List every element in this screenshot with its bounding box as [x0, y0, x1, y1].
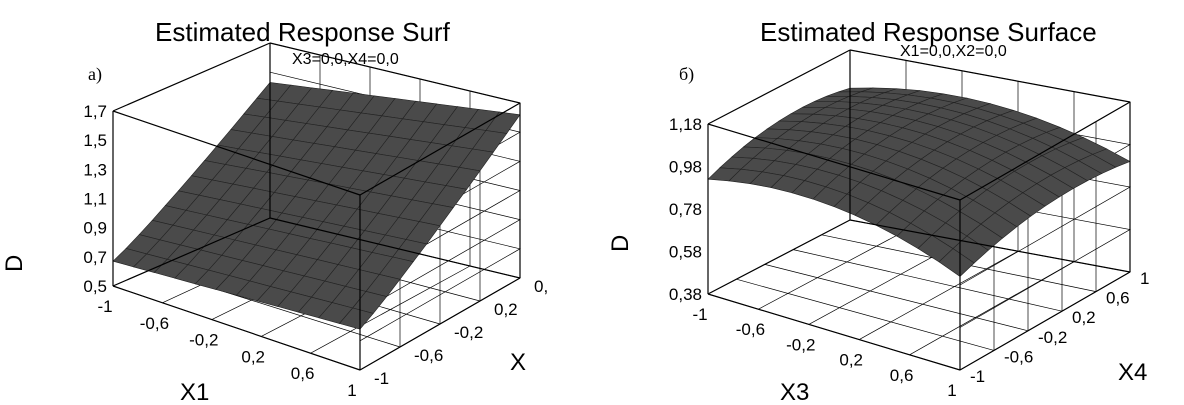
surface-b: [707, 87, 1131, 277]
ticks-a: -1 -0,6 -0,2 0,2 0,6 1 -1 -0,6 -0,2 0,2 0, 0,5 0,7 0,…: [83, 102, 548, 400]
gridline-floor-y: [793, 249, 1063, 312]
frame-edge: [707, 219, 851, 295]
x-tick-label-a: -1: [97, 297, 112, 316]
y-axis-label-a: X: [510, 349, 526, 376]
z-tick-label-a: 0,9: [83, 219, 107, 238]
y-tick-label-a: -0,6: [414, 346, 443, 365]
z-axis-label-a: D: [1, 255, 28, 272]
y-tick-label-a: -0,2: [454, 323, 483, 342]
y-tick-label-b: 0,6: [1106, 289, 1130, 308]
x-tick-label-a: 0,2: [241, 347, 265, 366]
x-tick-label-a: -0,6: [140, 314, 169, 333]
x-tick-label-b: -1: [692, 305, 707, 324]
z-tick-label-b: 0,58: [669, 243, 702, 262]
x-tick-label-b: 0,6: [890, 366, 914, 385]
chart-title-a: Estimated Response Surf: [155, 17, 451, 47]
z-tick-label-b: 1,18: [669, 115, 702, 134]
z-tick-label-a: 1,5: [83, 131, 107, 150]
frame-edge: [359, 102, 521, 196]
panel-a: Estimated Response Surf X3=0,0,X4=0,0 а)…: [1, 17, 548, 405]
frame-edge: [707, 49, 851, 125]
z-tick-label-b: 0,38: [669, 285, 702, 304]
chart-subtitle-b: X1=0,0,X2=0,0: [900, 43, 1007, 60]
gridline-floor-y: [736, 278, 995, 351]
gridline-floor-x: [909, 261, 1075, 356]
surface-a: [112, 82, 521, 330]
frame-edge: [112, 42, 271, 112]
frame-edge: [269, 42, 521, 104]
y-tick-label-a: 0,2: [494, 300, 518, 319]
frame-edge: [112, 217, 271, 287]
x-tick-label-a: 1: [347, 381, 356, 400]
frame-a: [112, 42, 521, 371]
surface-cell: [338, 307, 374, 330]
y-tick-label-b: 0,2: [1072, 308, 1096, 327]
frame-edge: [269, 217, 521, 279]
panel-label-a: а): [88, 64, 102, 85]
frame-edge: [112, 285, 361, 371]
z-tick-label-b: 0,78: [669, 200, 702, 219]
y-tick-label-b: -0,2: [1038, 328, 1067, 347]
gridline-floor-y: [764, 264, 1029, 332]
z-tick-label-a: 0,5: [83, 277, 107, 296]
frame-edge: [112, 110, 361, 196]
surface-cell: [938, 248, 975, 277]
frame-edge: [849, 219, 1131, 273]
frame-edge: [707, 293, 961, 371]
y-tick-label-b: 1: [1140, 269, 1149, 288]
y-tick-label-b: -1: [970, 367, 985, 386]
x-tick-label-b: 1: [947, 381, 956, 400]
z-tick-label-a: 1,7: [83, 102, 107, 121]
frame-edge: [359, 277, 521, 371]
x-tick-label-a: 0,6: [291, 364, 315, 383]
z-tick-label-a: 0,7: [83, 248, 107, 267]
frame-edge: [959, 101, 1131, 201]
chart-subtitle-a: X3=0,0,X4=0,0: [292, 51, 399, 68]
frame-edge: [959, 271, 1131, 371]
x-tick-label-b: 0,2: [839, 351, 863, 370]
x-axis-label-b: X3: [780, 379, 809, 405]
panel-b: Estimated Response Surface X1=0,0,X2=0,0…: [607, 17, 1149, 405]
ticks-b: -1 -0,6 -0,2 0,2 0,6 1 -1 -0,6 -0,2 0,2 0,6 1 0,38 0,…: [669, 115, 1150, 400]
y-tick-label-a: -1: [374, 369, 389, 388]
y-tick-label-b: -0,6: [1004, 347, 1033, 366]
z-tick-label-a: 1,3: [83, 160, 107, 179]
y-axis-label-b: X4: [1118, 359, 1147, 386]
gridline-floor-x: [758, 230, 907, 310]
frame-edge: [707, 123, 961, 201]
z-tick-label-b: 0,98: [669, 158, 702, 177]
frame-edge: [849, 49, 1131, 103]
gridline-floor-x: [859, 250, 1019, 340]
z-tick-label-a: 1,1: [83, 190, 107, 209]
x-axis-label-a: X1: [180, 379, 209, 405]
chart-title-b: Estimated Response Surface: [760, 17, 1097, 47]
panel-label-b: б): [679, 64, 694, 85]
frame-b: [707, 49, 1131, 371]
x-tick-label-b: -0,6: [736, 320, 765, 339]
x-tick-label-a: -0,2: [189, 331, 218, 350]
y-tick-label-a: 0,: [534, 277, 548, 296]
z-axis-label-b: D: [607, 235, 634, 252]
x-tick-label-b: -0,2: [786, 335, 815, 354]
